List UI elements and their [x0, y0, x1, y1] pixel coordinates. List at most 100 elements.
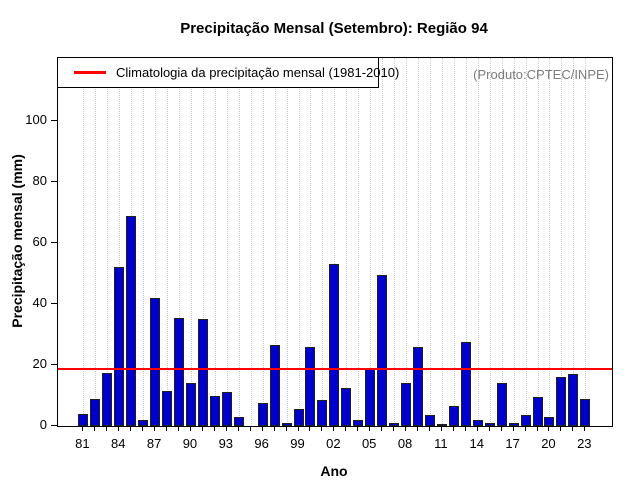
- legend-climatology-line-sample: [74, 71, 106, 74]
- gridline: [561, 58, 563, 426]
- bar: [484, 423, 495, 426]
- bar: [138, 420, 149, 426]
- x-tick: [572, 426, 574, 431]
- x-tick: [464, 426, 466, 431]
- x-tick: [393, 426, 395, 431]
- x-tick: [118, 426, 120, 431]
- bar: [460, 342, 471, 426]
- x-tick: [584, 426, 586, 431]
- gridline: [406, 58, 408, 426]
- gridline: [513, 58, 515, 426]
- y-tick: [51, 120, 57, 122]
- gridline: [477, 58, 479, 426]
- gridline: [190, 58, 192, 426]
- bar: [209, 396, 220, 426]
- bar: [293, 409, 304, 426]
- bar: [185, 383, 196, 426]
- bar: [508, 423, 519, 426]
- x-tick-label: 11: [434, 436, 448, 451]
- x-tick: [512, 426, 514, 431]
- gridline: [358, 58, 360, 426]
- bar: [233, 417, 244, 426]
- bar: [377, 275, 388, 426]
- bar: [174, 318, 184, 426]
- y-tick-label: 100: [25, 112, 47, 128]
- x-tick-label: 14: [469, 436, 484, 451]
- bar: [532, 397, 543, 426]
- x-tick: [130, 426, 132, 431]
- gridline: [525, 58, 527, 426]
- bar: [341, 388, 352, 426]
- gridline: [310, 58, 312, 426]
- x-tick-label: 81: [75, 436, 90, 451]
- gridline: [585, 58, 587, 426]
- legend: Climatologia da precipitação mensal (198…: [57, 57, 399, 88]
- x-tick: [405, 426, 407, 431]
- gridline: [155, 58, 157, 426]
- x-tick: [142, 426, 144, 431]
- gridline: [107, 58, 109, 426]
- gridline: [394, 58, 396, 426]
- climatology-line: [58, 368, 612, 370]
- x-tick-label: 87: [146, 436, 162, 451]
- x-tick-label: 08: [397, 436, 413, 451]
- x-tick-label: 84: [111, 436, 126, 451]
- x-tick: [285, 426, 287, 431]
- x-tick: [321, 426, 323, 431]
- gridline: [501, 58, 503, 426]
- gridline: [334, 58, 336, 426]
- x-tick: [417, 426, 418, 431]
- x-tick: [189, 426, 191, 431]
- x-tick-label: 02: [326, 436, 341, 451]
- x-tick: [440, 426, 442, 431]
- x-tick: [106, 426, 108, 431]
- x-tick: [357, 426, 359, 431]
- gridline: [573, 58, 575, 426]
- y-tick-label: 40: [32, 295, 47, 311]
- x-tick-label: 20: [541, 436, 556, 451]
- x-tick-label: 05: [361, 436, 377, 451]
- bar: [424, 415, 435, 426]
- x-tick: [249, 426, 251, 431]
- bar: [580, 399, 591, 426]
- bar: [305, 347, 316, 426]
- bar: [269, 345, 280, 426]
- bar: [197, 319, 208, 426]
- gridline: [286, 58, 288, 426]
- x-tick: [213, 426, 215, 431]
- x-tick: [369, 426, 371, 431]
- bar: [413, 347, 423, 426]
- plot-area: [57, 57, 613, 427]
- bar: [78, 414, 89, 426]
- x-tick: [381, 426, 383, 431]
- x-tick: [237, 426, 239, 431]
- bar: [544, 417, 555, 426]
- y-tick-label: 60: [32, 234, 47, 250]
- bar: [353, 420, 364, 426]
- x-tick: [345, 426, 347, 431]
- y-tick-label: 80: [32, 173, 47, 189]
- gridline: [537, 58, 539, 426]
- gridline: [119, 58, 121, 426]
- gridline: [202, 58, 204, 426]
- chart-title: Precipitação Mensal (Setembro): Região 9…: [180, 20, 488, 37]
- y-tick: [51, 181, 57, 183]
- gridline: [465, 58, 467, 426]
- bar: [102, 373, 113, 426]
- x-tick-label: 99: [290, 436, 305, 451]
- bar: [126, 216, 137, 426]
- x-tick: [94, 426, 96, 431]
- gridline: [429, 58, 431, 426]
- y-tick: [51, 303, 57, 305]
- y-tick: [51, 364, 57, 366]
- x-tick-label: 96: [254, 436, 269, 451]
- x-tick: [178, 426, 179, 431]
- x-tick: [428, 426, 430, 431]
- x-tick: [560, 426, 562, 431]
- gridline: [370, 58, 372, 426]
- gridline: [441, 58, 443, 426]
- bar: [436, 424, 447, 426]
- x-tick: [201, 426, 203, 431]
- x-tick: [225, 426, 227, 431]
